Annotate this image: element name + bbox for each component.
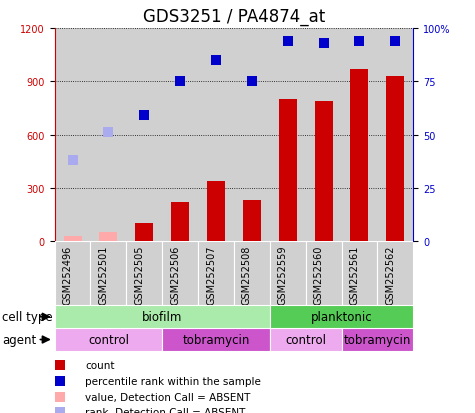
Point xyxy=(69,157,76,164)
Text: control: control xyxy=(88,333,129,346)
Text: control: control xyxy=(285,333,326,346)
Text: agent: agent xyxy=(2,333,37,346)
Text: GSM252501: GSM252501 xyxy=(98,245,108,304)
Point xyxy=(356,38,363,45)
Bar xyxy=(162,242,198,306)
Point xyxy=(56,378,64,385)
Point xyxy=(56,409,64,413)
Bar xyxy=(351,70,369,242)
Point xyxy=(391,38,399,45)
Text: GSM252507: GSM252507 xyxy=(206,245,216,304)
Bar xyxy=(126,29,162,242)
Bar xyxy=(270,306,413,328)
Bar xyxy=(55,306,270,328)
Bar xyxy=(207,181,225,242)
Text: GSM252496: GSM252496 xyxy=(63,245,73,304)
Bar xyxy=(91,242,126,306)
Text: tobramycin: tobramycin xyxy=(344,333,411,346)
Bar xyxy=(306,242,342,306)
Point xyxy=(141,113,148,119)
Point xyxy=(56,362,64,369)
Bar xyxy=(243,201,261,242)
Title: GDS3251 / PA4874_at: GDS3251 / PA4874_at xyxy=(143,8,325,26)
Bar xyxy=(378,242,413,306)
Bar xyxy=(342,29,378,242)
Bar xyxy=(314,102,332,242)
Text: rank, Detection Call = ABSENT: rank, Detection Call = ABSENT xyxy=(85,408,246,413)
Bar xyxy=(90,29,126,242)
Bar xyxy=(234,29,270,242)
Point xyxy=(284,38,292,45)
Text: count: count xyxy=(85,361,114,370)
Bar xyxy=(55,29,90,242)
Bar xyxy=(279,100,297,242)
Bar xyxy=(171,203,189,242)
Bar xyxy=(126,242,162,306)
Bar xyxy=(270,242,306,306)
Text: GSM252505: GSM252505 xyxy=(134,245,144,304)
Bar xyxy=(135,224,153,242)
Text: GSM252562: GSM252562 xyxy=(385,245,395,304)
Bar xyxy=(64,236,82,242)
Bar xyxy=(198,242,234,306)
Bar xyxy=(234,242,270,306)
Text: cell type: cell type xyxy=(2,311,53,323)
Bar xyxy=(377,29,413,242)
Point xyxy=(212,57,220,64)
Point xyxy=(248,79,256,85)
Point xyxy=(56,394,64,400)
Text: biofilm: biofilm xyxy=(142,311,182,323)
Text: tobramycin: tobramycin xyxy=(182,333,250,346)
Point xyxy=(320,40,327,47)
Bar xyxy=(162,328,270,351)
Bar xyxy=(270,328,342,351)
Bar xyxy=(342,328,413,351)
Point xyxy=(104,130,112,136)
Bar xyxy=(55,242,91,306)
Text: GSM252508: GSM252508 xyxy=(242,245,252,304)
Bar xyxy=(306,29,342,242)
Bar xyxy=(55,328,162,351)
Bar xyxy=(342,242,378,306)
Bar xyxy=(270,29,306,242)
Text: GSM252559: GSM252559 xyxy=(278,245,288,304)
Bar xyxy=(198,29,234,242)
Text: GSM252560: GSM252560 xyxy=(314,245,323,304)
Text: value, Detection Call = ABSENT: value, Detection Call = ABSENT xyxy=(85,392,250,402)
Bar xyxy=(162,29,198,242)
Text: percentile rank within the sample: percentile rank within the sample xyxy=(85,376,261,386)
Bar xyxy=(99,233,117,242)
Text: planktonic: planktonic xyxy=(311,311,372,323)
Text: GSM252561: GSM252561 xyxy=(350,245,360,304)
Point xyxy=(176,79,184,85)
Text: GSM252506: GSM252506 xyxy=(170,245,180,304)
Bar xyxy=(386,77,404,242)
